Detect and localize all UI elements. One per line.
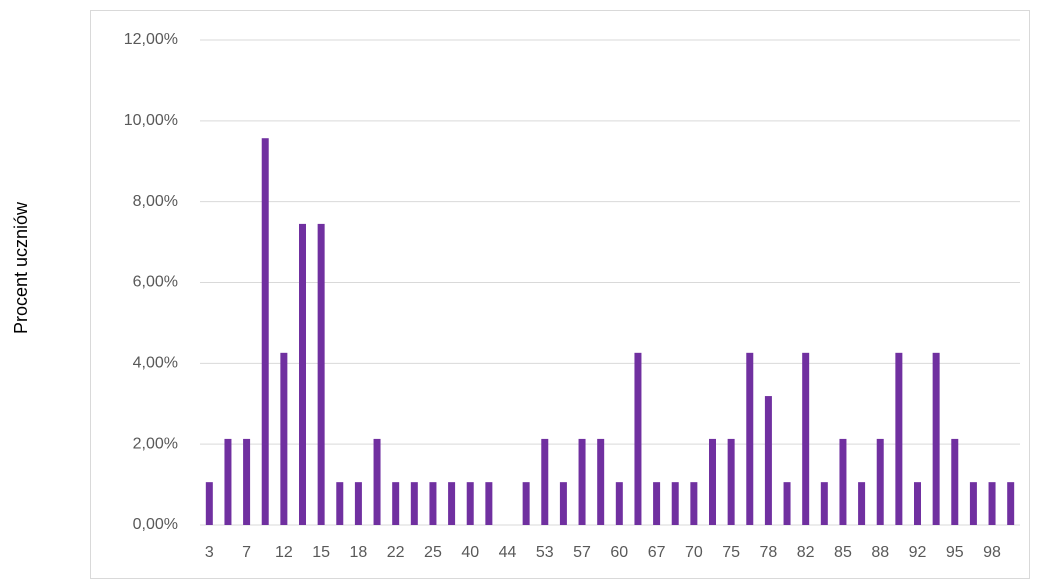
x-tick-label: 57 <box>573 544 591 561</box>
bar <box>299 223 306 526</box>
bar <box>448 482 456 525</box>
x-tick-label: 85 <box>834 544 852 561</box>
x-tick-label: 15 <box>312 544 330 561</box>
x-tick-label: 60 <box>610 544 628 561</box>
bar <box>969 482 977 525</box>
x-tick-label: 67 <box>648 544 666 561</box>
bar <box>205 482 213 525</box>
bar <box>354 482 362 525</box>
bar <box>820 482 828 525</box>
x-tick-label: 3 <box>205 544 214 561</box>
bar <box>615 482 623 525</box>
bar <box>466 482 474 525</box>
bar <box>653 482 661 525</box>
bar <box>914 482 921 525</box>
x-tick-label: 53 <box>536 544 554 561</box>
bar <box>392 482 400 525</box>
bar <box>876 438 884 525</box>
bar <box>802 352 810 525</box>
bar <box>522 482 530 525</box>
bar <box>336 482 344 525</box>
x-tick-label: 44 <box>499 544 517 561</box>
bar <box>634 352 642 525</box>
y-tick-label: 12,00% <box>124 31 178 48</box>
y-axis-label: Procent uczniów <box>11 201 31 334</box>
bar <box>243 438 251 525</box>
y-tick-label: 6,00% <box>133 274 178 291</box>
x-tick-label: 82 <box>797 544 815 561</box>
bar <box>578 438 586 525</box>
bar <box>932 352 940 525</box>
x-tick-label: 95 <box>946 544 964 561</box>
x-tick-label: 40 <box>461 544 479 561</box>
bar <box>783 482 791 525</box>
x-tick-label: 92 <box>909 544 927 561</box>
bar <box>541 438 549 525</box>
bar <box>746 352 754 525</box>
bar <box>727 438 735 525</box>
bar <box>317 223 325 526</box>
x-tick-label: 22 <box>387 544 405 561</box>
x-tick-label: 18 <box>350 544 368 561</box>
bar <box>764 396 772 525</box>
bar <box>1007 482 1015 525</box>
bar <box>709 438 716 525</box>
bar <box>597 438 605 525</box>
y-tick-label: 0,00% <box>133 516 178 533</box>
bar <box>224 438 232 525</box>
bar <box>951 438 959 525</box>
bar <box>895 352 903 525</box>
x-tick-label: 7 <box>242 544 251 561</box>
bar <box>410 482 418 525</box>
y-tick-label: 2,00% <box>133 435 178 452</box>
bar <box>373 438 381 525</box>
bar <box>429 482 437 525</box>
bar <box>261 138 269 525</box>
x-tick-label: 12 <box>275 544 293 561</box>
bar <box>839 438 847 525</box>
y-tick-label: 10,00% <box>124 112 178 129</box>
bar <box>858 482 866 525</box>
x-tick-label: 70 <box>685 544 703 561</box>
x-tick-label: 98 <box>983 544 1001 561</box>
bar <box>671 482 679 525</box>
bar <box>690 482 698 525</box>
x-tick-label: 88 <box>871 544 889 561</box>
bar <box>485 482 493 525</box>
x-tick-label: 75 <box>722 544 740 561</box>
y-tick-label: 8,00% <box>133 193 178 210</box>
x-tick-label: 25 <box>424 544 442 561</box>
y-tick-label: 4,00% <box>133 355 178 372</box>
bar <box>988 482 996 525</box>
bar <box>280 352 288 525</box>
x-tick-label: 78 <box>760 544 778 561</box>
bar <box>559 482 567 525</box>
